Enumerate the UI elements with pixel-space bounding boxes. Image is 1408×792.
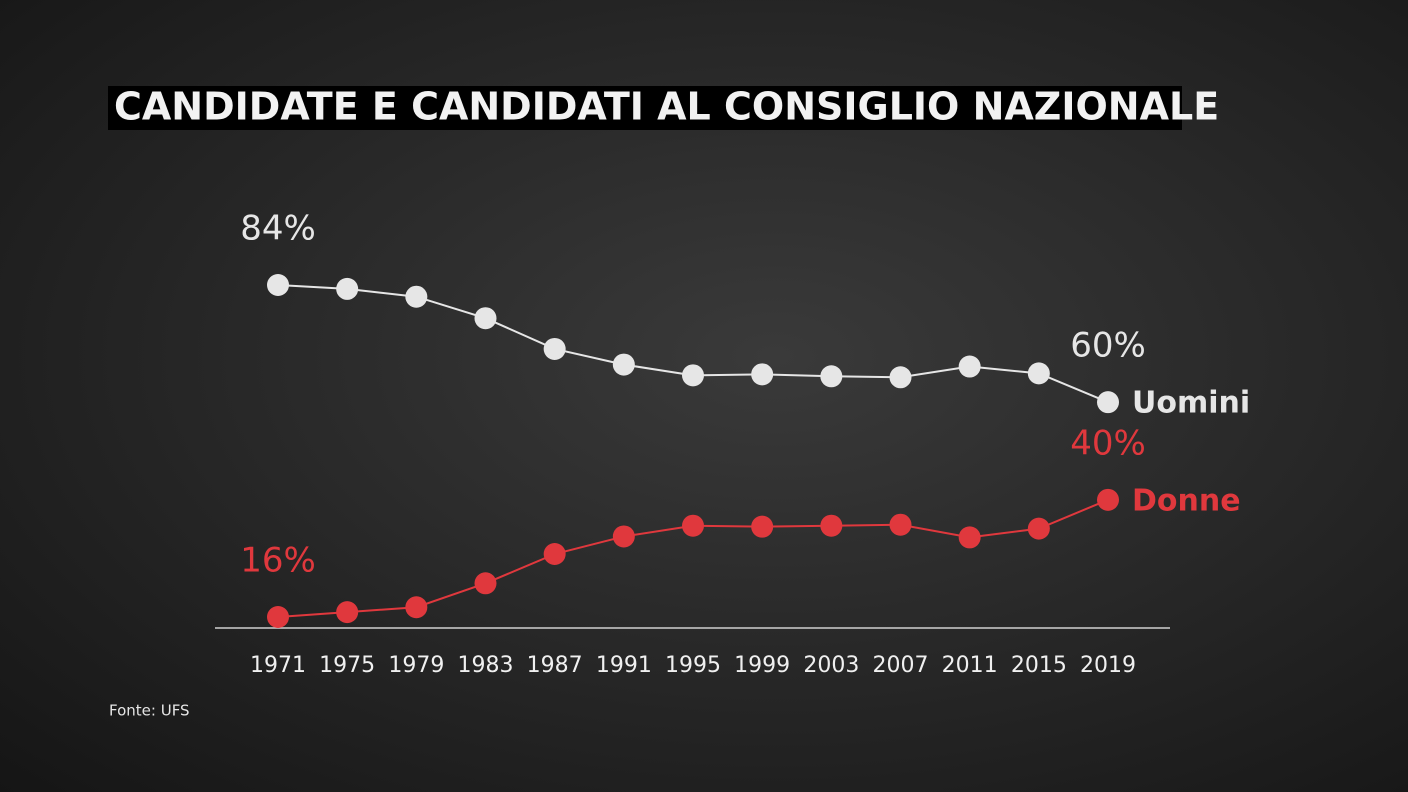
x-tick-label: 2007 xyxy=(873,653,929,678)
x-tick-label: 1987 xyxy=(527,653,583,678)
x-tick-label: 1975 xyxy=(319,653,375,678)
x-tick-label: 2003 xyxy=(803,653,859,678)
x-tick-label: 2011 xyxy=(942,653,998,678)
data-point xyxy=(543,543,566,566)
data-point xyxy=(889,513,912,536)
data-point xyxy=(682,364,704,387)
data-point xyxy=(889,366,912,389)
data-point xyxy=(405,285,428,308)
value-label: 16% xyxy=(240,541,316,581)
x-tick-label: 1971 xyxy=(250,653,306,678)
data-point xyxy=(405,596,428,619)
x-tick-label: 1983 xyxy=(458,653,514,678)
data-point xyxy=(336,277,359,300)
x-tick-label: 2019 xyxy=(1080,653,1136,678)
data-point xyxy=(820,514,843,537)
x-tick-label: 1999 xyxy=(734,653,790,678)
x-tick-label: 1991 xyxy=(596,653,652,678)
data-point xyxy=(474,307,497,330)
data-point xyxy=(958,355,981,378)
series-label: Donne xyxy=(1132,483,1241,518)
data-point xyxy=(1097,488,1119,511)
data-point xyxy=(336,601,359,624)
data-point xyxy=(1027,517,1050,540)
value-label: 84% xyxy=(240,209,316,249)
data-point xyxy=(1097,391,1119,414)
data-point xyxy=(267,274,289,296)
data-point xyxy=(612,353,635,376)
data-point xyxy=(820,365,843,388)
title-box xyxy=(108,86,1182,130)
data-point xyxy=(1027,362,1050,385)
chart-title: CANDIDATE E CANDIDATI AL CONSIGLIO NAZIO… xyxy=(114,85,1219,129)
data-point xyxy=(474,572,497,595)
data-point xyxy=(958,526,981,549)
data-point xyxy=(267,606,289,628)
data-point xyxy=(612,525,635,548)
value-label: 60% xyxy=(1070,326,1146,366)
series-label: Uomini xyxy=(1132,386,1250,421)
data-point xyxy=(751,363,774,386)
value-label: 40% xyxy=(1070,423,1146,463)
data-point xyxy=(543,337,566,360)
x-tick-label: 1979 xyxy=(388,653,444,678)
source: Fonte: UFS xyxy=(109,702,190,720)
data-point xyxy=(751,515,774,538)
data-point xyxy=(682,514,704,537)
x-tick-label: 2015 xyxy=(1011,653,1067,678)
x-tick-label: 1995 xyxy=(665,653,721,678)
